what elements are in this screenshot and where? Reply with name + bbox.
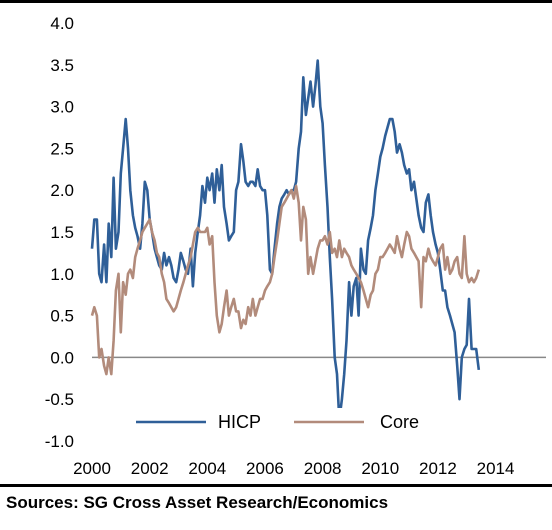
y-axis: 4.0 3.5 3.0 2.5 2.0 1.5 1.0 0.5 0.0 -0.5 -1.0 (45, 14, 74, 451)
source-note: Sources: SG Cross Asset Research/Economi… (6, 493, 389, 512)
y-tick-label: 2.0 (50, 181, 74, 200)
y-tick-label: 0.0 (50, 348, 74, 367)
x-tick-label: 2008 (304, 459, 342, 478)
x-tick-label: 2004 (188, 459, 226, 478)
y-tick-label: 2.5 (50, 139, 74, 158)
x-tick-label: 2006 (246, 459, 284, 478)
x-tick-label: 2010 (361, 459, 399, 478)
x-tick-label: 2014 (477, 459, 515, 478)
y-tick-label: 1.0 (50, 265, 74, 284)
series-line-core (90, 184, 481, 376)
x-tick-label: 2012 (419, 459, 457, 478)
x-axis: 2000 2002 2004 2006 2008 2010 2012 2014 (73, 459, 514, 478)
y-tick-label: -0.5 (45, 390, 74, 409)
series-group (90, 59, 481, 422)
y-tick-label: 0.5 (50, 307, 74, 326)
legend-label-hicp: HICP (218, 412, 261, 432)
y-tick-label: 4.0 (50, 14, 74, 33)
legend: HICP Core (130, 408, 440, 436)
y-tick-label: 3.5 (50, 56, 74, 75)
x-tick-label: 2000 (73, 459, 111, 478)
x-tick-label: 2002 (131, 459, 169, 478)
series-line-hicp (90, 59, 481, 422)
y-tick-label: -1.0 (45, 432, 74, 451)
line-chart: 4.0 3.5 3.0 2.5 2.0 1.5 1.0 0.5 0.0 -0.5 -1.0 2000… (45, 14, 546, 478)
top-rule (0, 0, 552, 3)
y-tick-label: 1.5 (50, 223, 74, 242)
legend-label-core: Core (380, 412, 419, 432)
y-tick-label: 3.0 (50, 98, 74, 117)
source-divider (0, 484, 552, 487)
